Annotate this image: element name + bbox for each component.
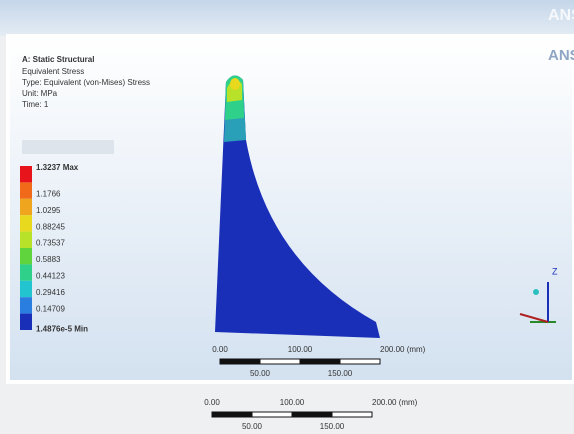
scale-segment (220, 359, 260, 364)
legend-label: 0.5883 (36, 255, 61, 264)
legend-swatch (20, 281, 32, 297)
scale-segment (212, 412, 252, 417)
legend-swatch (20, 248, 32, 264)
result-title: A: Static Structural (22, 55, 94, 64)
scale-segment (252, 412, 292, 417)
legend-swatch (20, 264, 32, 280)
z-label: Z (552, 266, 558, 276)
brand-ghost: ANSYS (548, 7, 574, 24)
scale-bar: 0.00 100.00 200.00 (mm) 50.00 150.00 (204, 398, 417, 431)
scale-label: 200.00 (mm) (372, 398, 418, 407)
legend-label: 0.44123 (36, 272, 65, 281)
scale-segment (300, 359, 340, 364)
scale-label: 200.00 (mm) (380, 345, 426, 354)
scale-segment (292, 412, 332, 417)
scale-label: 0.00 (212, 345, 228, 354)
legend-swatch (20, 215, 32, 231)
legend-label: 0.88245 (36, 222, 65, 231)
scale-segment (260, 359, 300, 364)
legend-label: 1.4876e-5 Min (36, 325, 88, 334)
blurred-date (22, 140, 114, 154)
legend-swatch (20, 182, 32, 198)
scale-label: 100.00 (288, 345, 313, 354)
viewport: ANSYS ANSYS A: Static Structural Equival… (0, 0, 574, 434)
legend-swatch (20, 314, 32, 330)
legend-label: 0.14709 (36, 304, 65, 313)
legend-swatch (20, 166, 32, 182)
legend-swatch (20, 232, 32, 248)
scale-label: 100.00 (280, 398, 305, 407)
result-line: Equivalent Stress (22, 67, 84, 76)
scale-segment (332, 412, 372, 417)
legend-label: 1.1766 (36, 190, 61, 199)
scale-segment (340, 359, 380, 364)
scale-label: 0.00 (204, 398, 220, 407)
brand: ANSYS (548, 47, 574, 64)
result-line: Time: 1 (22, 100, 49, 109)
result-line: Unit: MPa (22, 89, 58, 98)
scale-label: 50.00 (242, 422, 263, 431)
legend-swatch (20, 297, 32, 313)
screenshot: ANSYS ANSYS A: Static Structural Equival… (0, 0, 574, 434)
scale-label: 150.00 (320, 422, 345, 431)
legend-label: 0.73537 (36, 239, 65, 248)
legend-label: 1.3237 Max (36, 163, 79, 172)
result-line: Type: Equivalent (von-Mises) Stress (22, 78, 150, 87)
legend-swatch (20, 199, 32, 215)
legend-label: 0.29416 (36, 288, 65, 297)
scale-label: 150.00 (328, 369, 353, 378)
scale-label: 50.00 (250, 369, 271, 378)
top-strip (0, 0, 574, 36)
legend-label: 1.0295 (36, 206, 61, 215)
